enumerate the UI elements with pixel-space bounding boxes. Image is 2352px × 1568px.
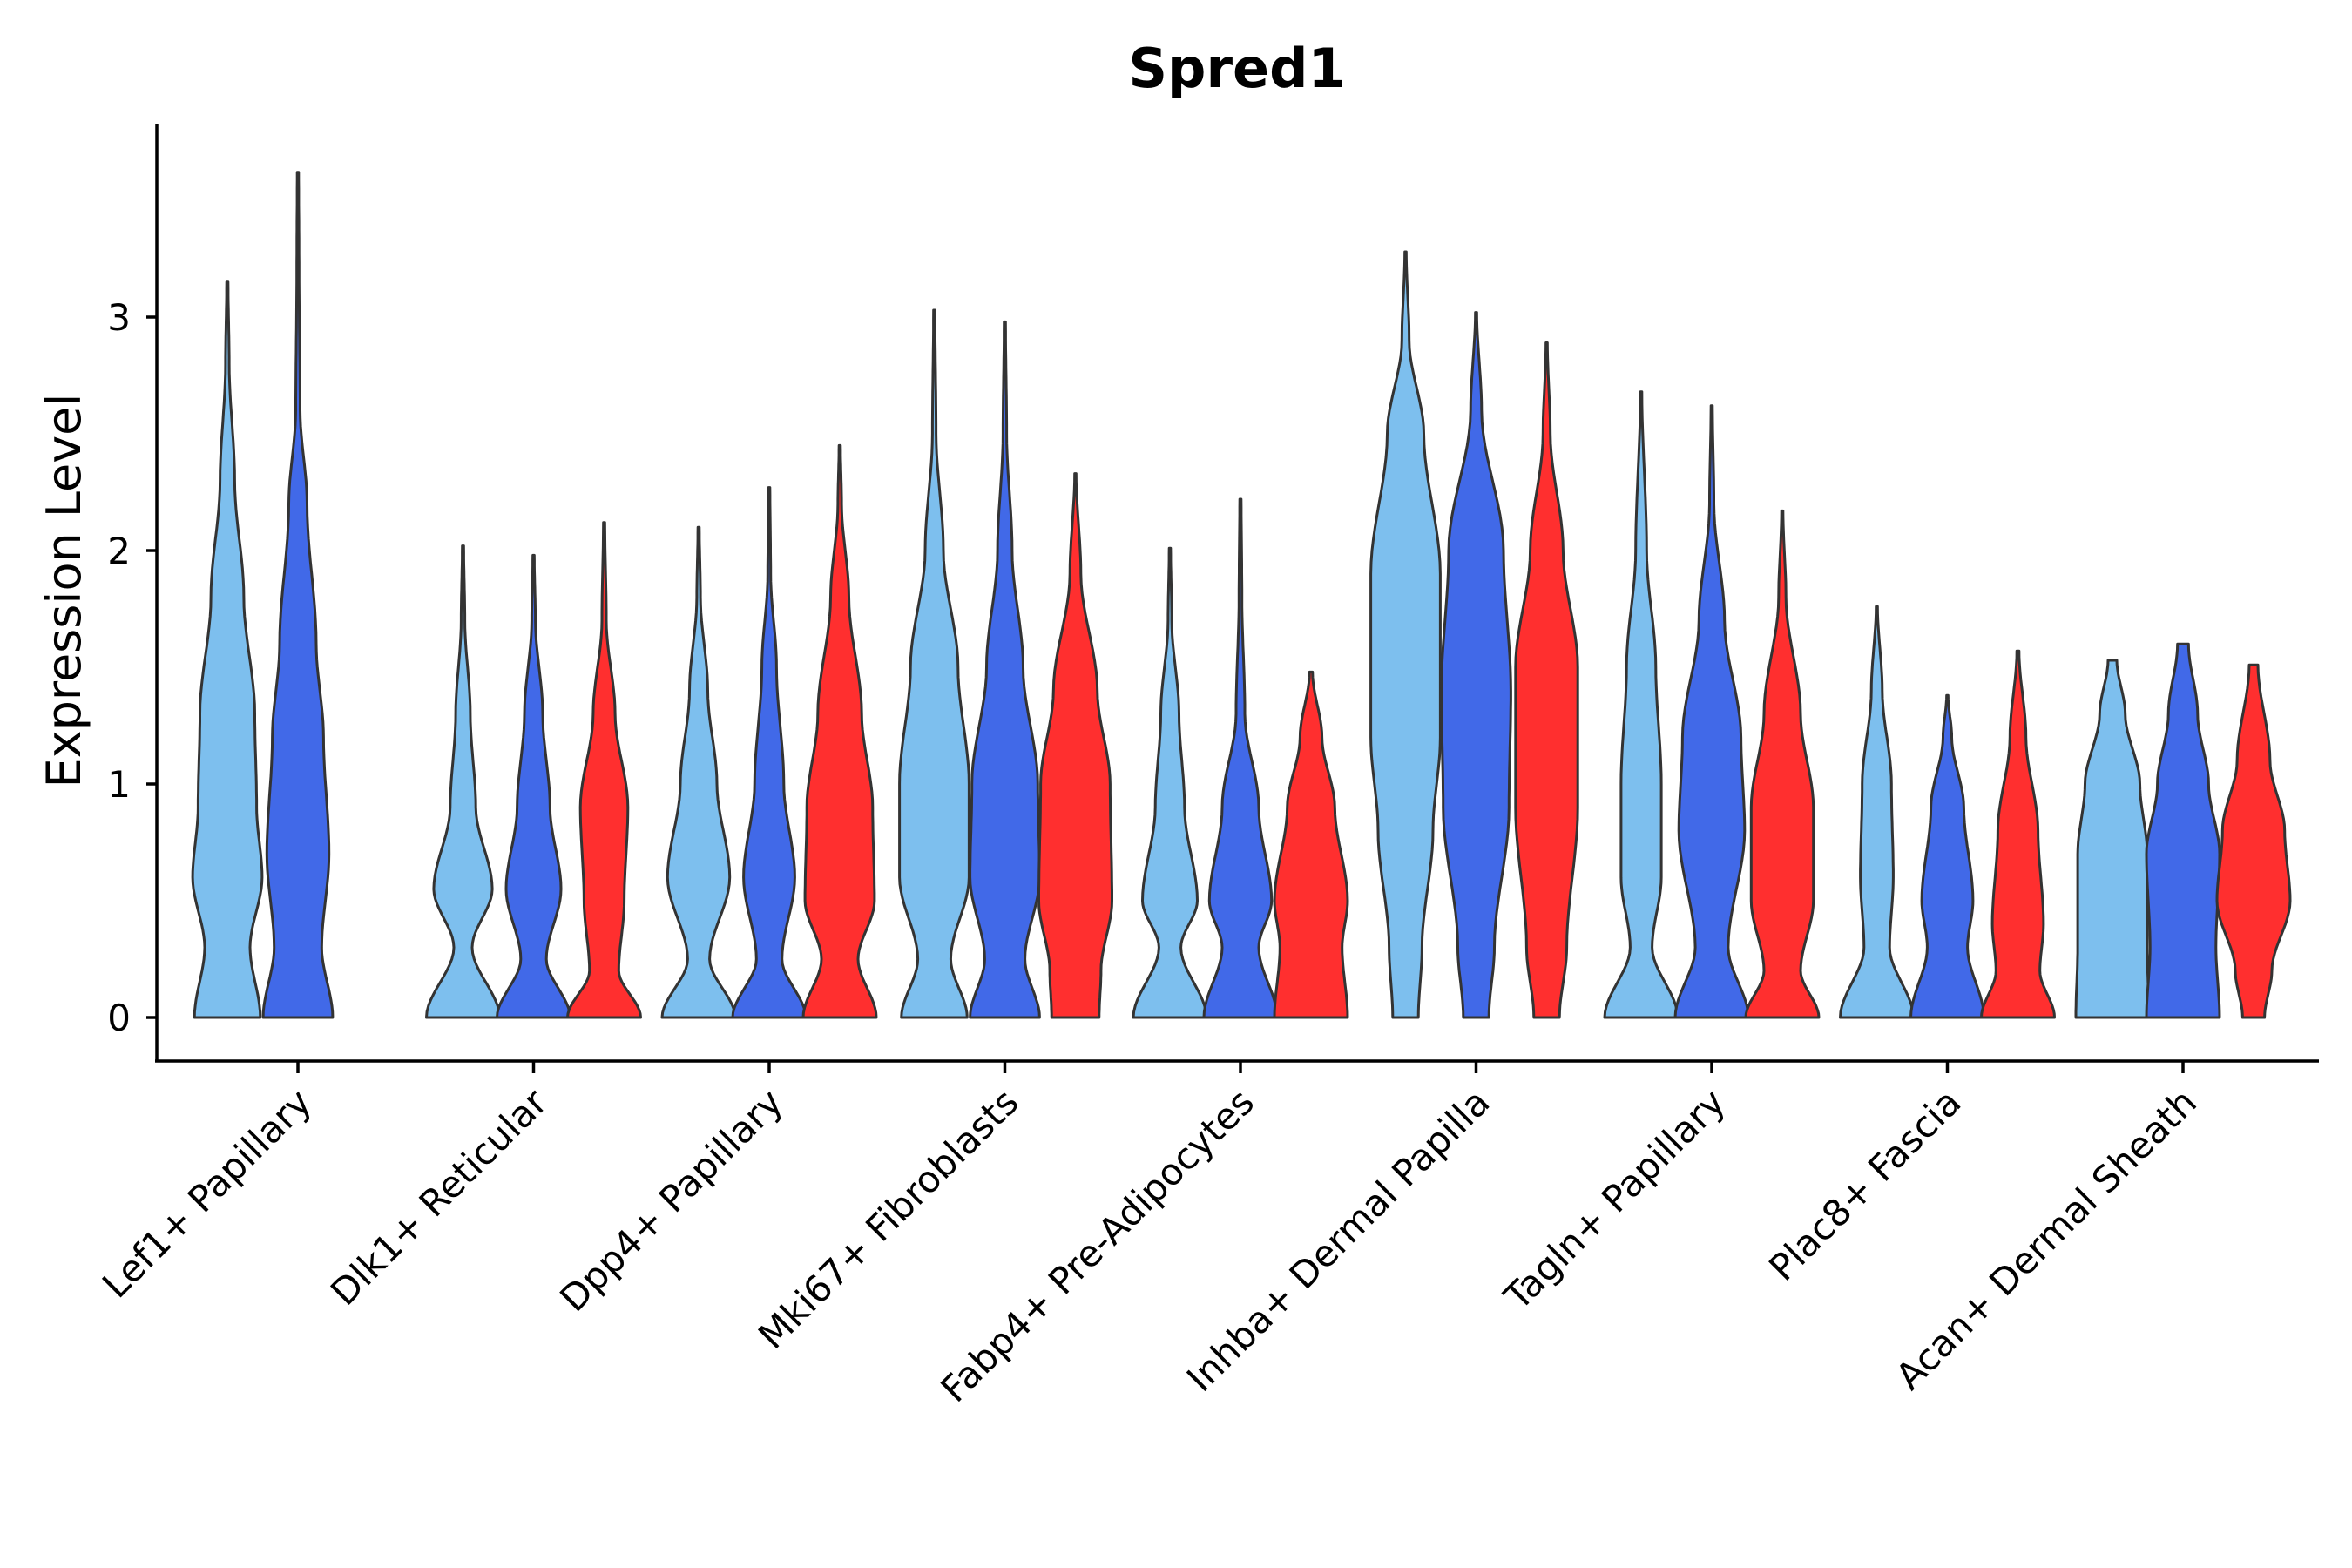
violin-6-0 [1603,390,1680,1019]
y-tick-label: 0 [107,997,131,1039]
violin-2-1 [731,486,808,1019]
y-tick-label: 1 [107,763,131,806]
violin-8-0 [2074,659,2151,1019]
x-tick-label: Dlk1+ Reticular [322,1080,556,1314]
violin-7-2 [1980,649,2056,1019]
x-tick-label: Plac8+ Fascia [1761,1080,1969,1288]
violin-3-1 [969,320,1041,1019]
violin-2-2 [801,443,878,1019]
violin-3-2 [1037,472,1113,1019]
violin-8-2 [2215,663,2292,1019]
violin-5-0 [1369,250,1442,1019]
violin-5-1 [1440,311,1512,1019]
violin-group [191,171,2292,1019]
violin-4-2 [1273,670,1349,1019]
violin-0-0 [191,280,264,1019]
violin-5-2 [1514,341,1579,1019]
x-tick-label: Mki67+ Fibroblasts [750,1080,1026,1356]
violin-6-1 [1673,404,1750,1019]
violin-1-2 [566,521,642,1019]
violin-7-1 [1909,693,1985,1019]
violin-6-2 [1744,509,1821,1019]
chart-title: Spred1 [1128,37,1345,100]
violin-1-0 [425,544,501,1019]
y-ticks: 0 1 2 3 [107,296,157,1039]
violin-4-0 [1132,546,1208,1019]
violin-0-1 [261,171,335,1019]
violin-1-1 [496,553,571,1019]
y-tick-label: 2 [107,530,131,572]
y-axis-label: Expression Level [37,394,91,788]
x-tick-label: Dpp4+ Papillary [551,1080,791,1320]
x-tick-label: Lef1+ Papillary [94,1080,320,1306]
y-tick-label: 3 [107,296,131,339]
violin-4-1 [1202,497,1279,1019]
axes [155,124,2319,1063]
x-tick-label: Tagln+ Papillary [1496,1080,1734,1318]
violin-2-0 [660,525,737,1019]
violin-8-1 [2145,642,2221,1019]
violin-7-0 [1839,605,1915,1019]
violin-3-0 [898,308,970,1019]
